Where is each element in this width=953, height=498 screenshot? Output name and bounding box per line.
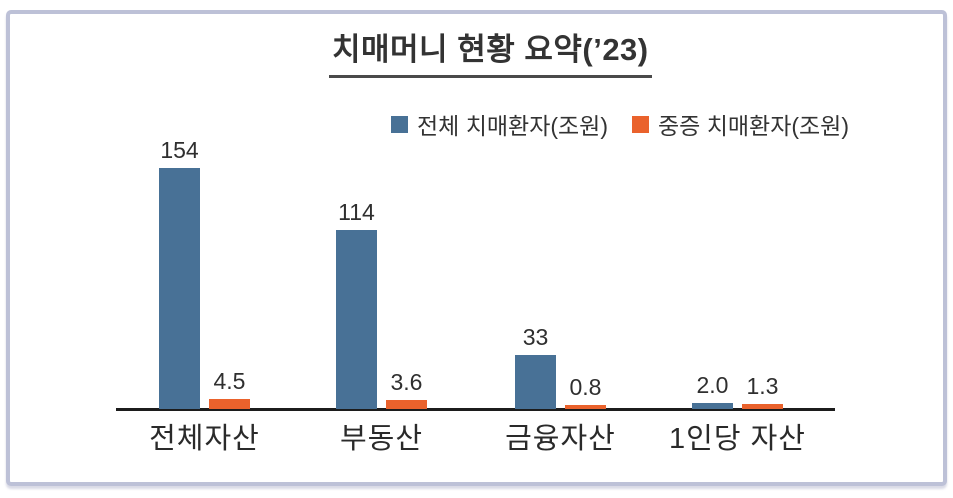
- legend-item-total: 전체 치매환자(조원): [391, 107, 608, 141]
- bar-total-2: [336, 230, 377, 409]
- value-label-severe-3: 0.8: [569, 374, 602, 400]
- bar-total-1: [159, 168, 200, 409]
- bar-total-4: [692, 403, 733, 409]
- value-label-total-4: 2.0: [696, 372, 729, 398]
- legend-label-total: 전체 치매환자(조원): [417, 113, 608, 139]
- category-label-3: 금융자산: [505, 423, 616, 455]
- legend-item-severe: 중증 치매환자(조원): [632, 107, 849, 141]
- bar-severe-1: [209, 399, 250, 409]
- value-label-severe-2: 3.6: [390, 369, 423, 395]
- legend-label-severe: 중증 치매환자(조원): [658, 113, 849, 139]
- value-label-total-1: 154: [160, 137, 199, 163]
- category-label-2: 부동산: [339, 423, 424, 455]
- category-label-4: 1인당 자산: [669, 423, 806, 455]
- value-label-severe-1: 4.5: [213, 368, 246, 394]
- legend: 전체 치매환자(조원) 중증 치매환자(조원): [391, 107, 849, 141]
- category-label-1: 전체자산: [149, 423, 260, 455]
- bar-severe-4: [742, 404, 783, 409]
- value-label-total-3: 33: [522, 324, 549, 350]
- legend-swatch-total-icon: [391, 115, 408, 133]
- chart-title: 치매머니 현황 요약(’23): [329, 32, 652, 78]
- bar-severe-3: [565, 405, 606, 409]
- value-label-severe-4: 1.3: [746, 373, 779, 399]
- legend-swatch-severe-icon: [632, 115, 649, 133]
- x-axis-line: [116, 408, 835, 411]
- bar-total-3: [515, 355, 556, 409]
- bar-severe-2: [386, 400, 427, 409]
- value-label-total-2: 114: [338, 199, 375, 225]
